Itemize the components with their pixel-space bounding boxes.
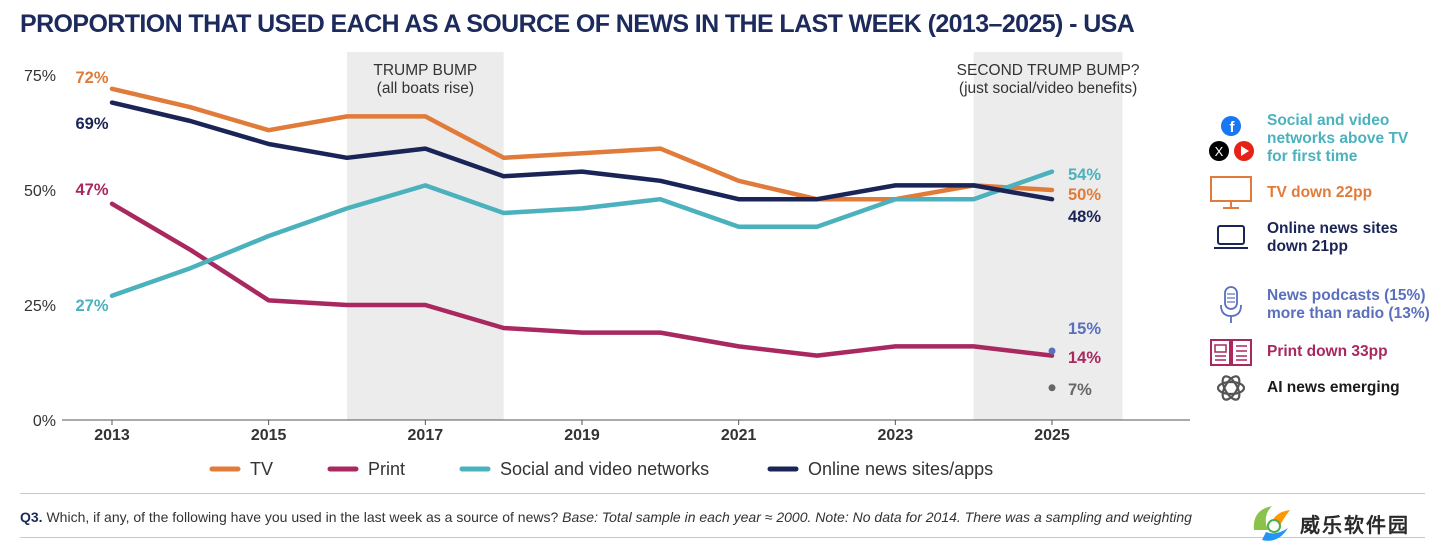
x-tick-label: 2013 bbox=[94, 427, 130, 444]
chart-title: PROPORTION THAT USED EACH AS A SOURCE OF… bbox=[20, 10, 1135, 38]
shaded-period-1 bbox=[347, 52, 504, 420]
sidebar-text-print: Print down 33pp bbox=[1267, 343, 1388, 360]
series-line-3 bbox=[109, 169, 1055, 299]
sidebar-item-tv: TV down 22pp bbox=[1205, 173, 1435, 213]
point-2025-1 bbox=[1048, 347, 1056, 355]
x-tick-label: 2023 bbox=[878, 427, 914, 444]
y-tick-label: 0% bbox=[33, 413, 56, 430]
line-chart: TRUMP BUMP(all boats rise) SECOND TRUMP B… bbox=[24, 52, 1190, 479]
footnote-base: Base: Total sample in each year ≈ 2000. … bbox=[562, 509, 1192, 525]
y-tick-label: 75% bbox=[24, 68, 56, 85]
legend-label-2: Print bbox=[368, 459, 405, 479]
shaded-sublabel-2: (just social/video benefits) bbox=[959, 80, 1137, 97]
sidebar-item-online: Online news sites down 21pp bbox=[1205, 218, 1435, 258]
shaded-period-2 bbox=[973, 52, 1123, 420]
sidebar-item-podcasts: News podcasts (15%) more than radio (13%… bbox=[1205, 285, 1435, 325]
start-label-3: 27% bbox=[75, 297, 108, 315]
footer-divider-top bbox=[20, 493, 1425, 494]
sidebar-text-tv: TV down 22pp bbox=[1267, 184, 1373, 201]
x-tick-label: 2019 bbox=[564, 427, 600, 444]
start-label-1: 72% bbox=[75, 69, 108, 87]
point-label-2: 7% bbox=[1068, 381, 1092, 399]
legend-label-3: Social and video networks bbox=[500, 459, 709, 479]
sidebar-item-social: f X Social and video networks above TV f… bbox=[1205, 112, 1435, 166]
y-tick-label: 25% bbox=[24, 298, 56, 315]
footnote-question: Which, if any, of the following have you… bbox=[46, 509, 559, 525]
legend-label-4: Online news sites/apps bbox=[808, 459, 993, 479]
laptop-icon bbox=[1205, 218, 1257, 258]
sidebar-item-print: Print down 33pp bbox=[1205, 332, 1435, 372]
sidebar-text-podcasts: News podcasts (15%) more than radio (13%… bbox=[1267, 287, 1430, 322]
end-label-4: 48% bbox=[1068, 208, 1101, 226]
watermark: 威乐软件园 bbox=[1248, 500, 1410, 546]
point-label-1: 15% bbox=[1068, 320, 1101, 338]
sidebar-text-ai: AI news emerging bbox=[1267, 379, 1400, 396]
sidebar-text-social: Social and video networks above TV for f… bbox=[1267, 112, 1409, 165]
x-tick-label: 2017 bbox=[408, 427, 444, 444]
shaded-sublabel-1: (all boats rise) bbox=[377, 80, 474, 97]
end-label-1: 50% bbox=[1068, 186, 1101, 204]
watermark-logo-icon bbox=[1253, 506, 1290, 541]
x-tick-label: 2021 bbox=[721, 427, 757, 444]
start-label-4: 69% bbox=[75, 115, 108, 133]
end-label-3: 54% bbox=[1068, 166, 1101, 184]
footnote-q: Q3. bbox=[20, 509, 43, 525]
sidebar-text-online: Online news sites down 21pp bbox=[1267, 220, 1398, 255]
social-logos-icon: f X bbox=[1205, 116, 1257, 161]
y-tick-label: 50% bbox=[24, 183, 56, 200]
shaded-label-1: TRUMP BUMP bbox=[373, 62, 477, 79]
point-2025-2 bbox=[1048, 384, 1056, 392]
ai-logo-icon bbox=[1205, 368, 1257, 408]
sidebar-item-ai: AI news emerging bbox=[1205, 368, 1435, 408]
x-tick-label: 2025 bbox=[1034, 427, 1070, 444]
microphone-icon bbox=[1205, 285, 1257, 325]
series-line-4 bbox=[109, 100, 1055, 202]
start-label-2: 47% bbox=[75, 181, 108, 199]
x-tick-label: 2015 bbox=[251, 427, 287, 444]
end-label-2: 14% bbox=[1068, 349, 1101, 367]
svg-text:X: X bbox=[1215, 144, 1224, 159]
series-line-1 bbox=[109, 86, 1055, 202]
tv-icon bbox=[1205, 173, 1257, 213]
svg-text:f: f bbox=[1230, 119, 1236, 136]
footnote: Q3. Which, if any, of the following have… bbox=[20, 509, 1240, 525]
watermark-text: 威乐软件园 bbox=[1300, 512, 1410, 537]
footer-divider-bottom bbox=[20, 537, 1425, 538]
shaded-label-2: SECOND TRUMP BUMP? bbox=[957, 62, 1140, 79]
legend-label-1: TV bbox=[250, 459, 273, 479]
series-line-2 bbox=[109, 201, 1055, 358]
newspaper-icon bbox=[1205, 332, 1257, 372]
